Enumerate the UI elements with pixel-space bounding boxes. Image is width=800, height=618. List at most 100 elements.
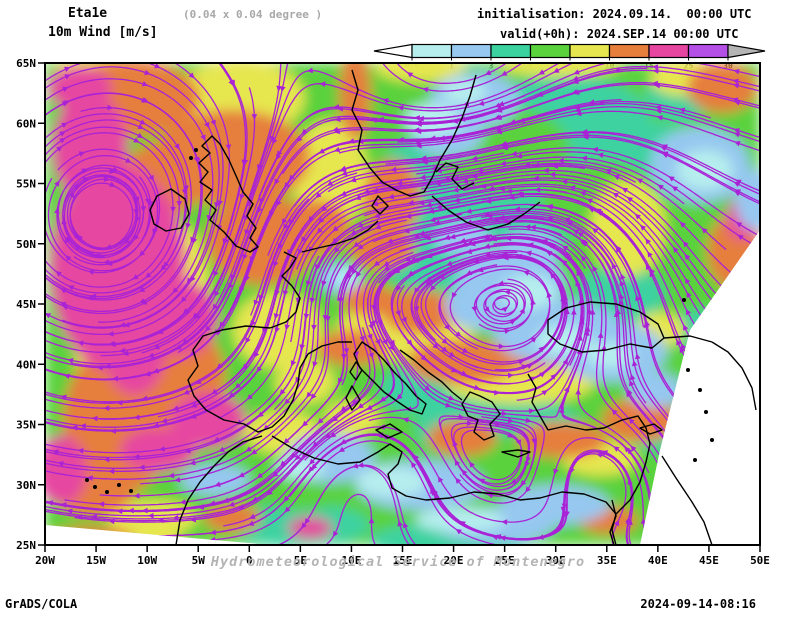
- streamline-arrowhead: [163, 261, 169, 268]
- streamline-arrowhead: [524, 224, 531, 230]
- streamline-arrowhead: [211, 388, 218, 395]
- streamline-arrowhead: [138, 464, 145, 471]
- streamline-arrowhead: [436, 203, 443, 210]
- streamline-arrowhead: [174, 143, 180, 150]
- streamline-arrowhead: [410, 256, 417, 263]
- streamline-arrowhead: [484, 251, 491, 258]
- streamline-arrowhead: [370, 320, 376, 327]
- coastline: [399, 349, 463, 401]
- streamline-arrowhead: [59, 138, 66, 144]
- streamline-arrowhead: [78, 151, 86, 157]
- streamline-arrowhead: [501, 410, 508, 417]
- streamline-arrowhead: [733, 485, 740, 491]
- streamline-arrowhead: [630, 445, 637, 452]
- streamline-arrowhead: [108, 468, 115, 475]
- streamline-arrowhead: [410, 461, 417, 469]
- streamline-arrowhead: [154, 63, 161, 69]
- streamline-arrowhead: [326, 180, 334, 186]
- streamline-arrowhead: [256, 472, 264, 479]
- x-axis-label: 50E: [750, 554, 770, 567]
- streamline-arrowhead: [172, 287, 179, 294]
- streamline-arrowhead: [141, 81, 149, 87]
- streamline-arrowhead: [128, 538, 134, 545]
- streamline-arrowhead: [487, 492, 494, 499]
- streamline-arrowhead: [346, 272, 352, 280]
- coastline: [353, 341, 427, 415]
- streamline-arrowhead: [133, 196, 140, 203]
- streamline-arrowhead: [280, 460, 287, 467]
- streamline: [45, 152, 504, 409]
- streamline-arrowhead: [355, 271, 362, 278]
- streamline-arrowhead: [62, 86, 69, 92]
- streamline-arrowhead: [734, 450, 742, 456]
- y-axis-label: 50N: [16, 238, 36, 251]
- streamline-arrowhead: [645, 238, 651, 245]
- streamline-arrowhead: [461, 370, 468, 376]
- streamline-arrowhead: [601, 450, 609, 456]
- streamline-arrowhead: [510, 478, 517, 484]
- streamline-arrowhead: [299, 344, 305, 351]
- streamline-arrowhead: [274, 178, 280, 185]
- island-mark: [710, 438, 714, 442]
- streamline-arrowhead: [502, 143, 509, 149]
- streamline-arrowhead: [139, 119, 146, 125]
- legend-cell: [608, 43, 650, 59]
- streamline-arrowhead: [90, 293, 97, 300]
- axes: 65N 60N 55N 50N 45N 40N 35N 30N 25N 20W 15W 10W 5W 0 5…: [16, 57, 770, 567]
- streamline-arrowhead: [244, 275, 250, 282]
- streamline-arrowhead: [315, 192, 322, 199]
- streamline-arrowhead: [732, 511, 739, 518]
- y-axis-label: 65N: [16, 57, 36, 70]
- legend-cell: [450, 43, 492, 59]
- island-mark: [682, 298, 686, 302]
- watermark: Hydrometeorological Service of Montenegr…: [210, 554, 585, 570]
- streamline-arrowhead: [497, 280, 504, 287]
- x-axis-label: 5W: [192, 554, 206, 567]
- streamline-arrowhead: [63, 373, 70, 380]
- streamline-arrowhead: [350, 177, 357, 183]
- streamline-arrowhead: [319, 81, 326, 87]
- streamline-arrowhead: [738, 278, 745, 285]
- streamline-arrowhead: [733, 502, 741, 508]
- streamline-arrowhead: [332, 225, 339, 232]
- coastline: [547, 301, 665, 353]
- streamline-arrowhead: [301, 236, 307, 243]
- streamline-arrowhead: [528, 408, 535, 414]
- streamline-arrowhead: [112, 375, 119, 382]
- streamline: [45, 63, 224, 329]
- x-axis-label: 5E: [294, 554, 307, 567]
- streamline-arrowhead: [643, 321, 650, 329]
- streamline-arrowhead: [597, 152, 604, 159]
- streamline-arrowhead: [108, 518, 115, 525]
- streamline-arrowhead: [54, 180, 60, 187]
- streamline-arrowhead: [501, 251, 508, 258]
- island-mark: [686, 368, 690, 372]
- streamline-arrowhead: [68, 191, 75, 199]
- streamline-arrowhead: [305, 280, 312, 287]
- streamline-arrowhead: [735, 222, 743, 228]
- streamline-arrowhead: [306, 391, 313, 398]
- streamline-arrowhead: [55, 271, 62, 277]
- streamline-arrowhead: [325, 316, 331, 323]
- legend-cell: [490, 43, 532, 59]
- streamline: [258, 63, 760, 197]
- streamline-arrowhead: [613, 311, 620, 317]
- streamline-arrowhead: [352, 463, 359, 469]
- streamline-arrowhead: [280, 86, 286, 93]
- streamline-arrowhead: [139, 298, 146, 304]
- streamline-arrowhead: [478, 478, 486, 484]
- streamline-arrowhead: [507, 432, 514, 438]
- streamline-arrowhead: [310, 393, 317, 400]
- streamline-arrowhead: [581, 239, 588, 246]
- streamline-arrowhead: [734, 405, 741, 411]
- streamline: [416, 151, 760, 252]
- streamline-arrowhead: [147, 512, 154, 519]
- streamline-arrowhead: [185, 222, 191, 229]
- streamline-arrowhead: [404, 256, 411, 262]
- streamline-arrowhead: [256, 366, 263, 373]
- coastline: [431, 195, 541, 231]
- streamline-arrowhead: [655, 105, 662, 111]
- streamline-arrowhead: [542, 167, 549, 174]
- streamline-arrowhead: [500, 160, 507, 167]
- streamline-arrowhead: [525, 250, 532, 256]
